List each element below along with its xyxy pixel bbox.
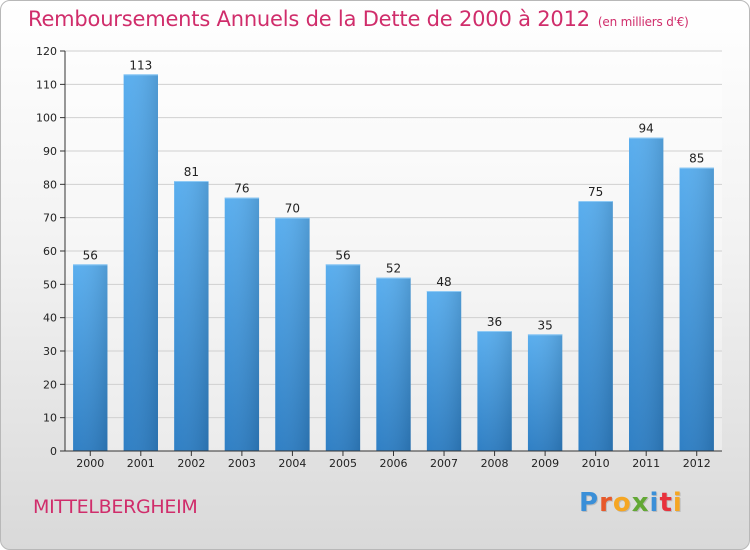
y-tick-label: 110 (36, 78, 57, 91)
bar-group (578, 201, 613, 451)
data-label: 52 (386, 262, 401, 276)
bar-group (376, 277, 411, 451)
logo-letter: P (579, 488, 600, 518)
x-tick-label: 2008 (481, 457, 509, 470)
bar-shade (123, 74, 158, 451)
bar-shade (426, 291, 462, 451)
bar-shade (224, 197, 260, 451)
data-label: 48 (436, 275, 451, 289)
logo-letter: o (612, 488, 632, 518)
data-label: 56 (335, 248, 350, 262)
x-tick-label: 2011 (632, 457, 660, 470)
x-tick-label: 2004 (278, 457, 306, 470)
y-tick-label: 40 (43, 312, 57, 325)
place-name: MITTELBERGHEIM (33, 496, 198, 518)
axis-layer: 0 10 20 30 40 50 60 70 80 90 100 110 120 56 2000 113 200… (36, 45, 722, 470)
data-label: 113 (129, 58, 152, 72)
data-label: 75 (588, 185, 603, 199)
logo-letter: x (631, 488, 650, 518)
data-label: 36 (487, 315, 502, 329)
bar-shade (325, 264, 361, 451)
bar-group (426, 291, 462, 451)
x-tick-label: 2000 (76, 457, 104, 470)
bar-shade (629, 137, 664, 451)
proxiti-logo: Proxiti (579, 488, 683, 518)
x-tick-label: 2012 (683, 457, 711, 470)
bar-group (477, 331, 512, 451)
logo-letter: i (649, 488, 660, 518)
bar-group (527, 334, 563, 451)
logo-letter: t (659, 488, 673, 518)
x-tick-label: 2009 (531, 457, 559, 470)
bar-shade (477, 331, 512, 451)
y-tick-label: 30 (43, 345, 57, 358)
bar-group (325, 264, 361, 451)
data-label: 81 (184, 165, 199, 179)
y-tick-label: 80 (43, 178, 57, 191)
x-tick-label: 2005 (329, 457, 357, 470)
bar-shade (376, 277, 411, 451)
data-label: 76 (234, 182, 249, 196)
bar-group (629, 137, 664, 451)
bar-layer (73, 74, 714, 451)
y-tick-label: 100 (36, 112, 57, 125)
x-tick-label: 2001 (127, 457, 155, 470)
bar-shade (578, 201, 613, 451)
x-tick-label: 2006 (380, 457, 408, 470)
chart-title: Remboursements Annuels de la Dette de 20… (28, 7, 689, 31)
bar-shade (275, 217, 310, 451)
data-label: 85 (689, 152, 704, 166)
logo-letter: r (599, 488, 613, 518)
bar-group (174, 181, 209, 451)
bar-shade (679, 167, 714, 451)
x-tick-label: 2003 (228, 457, 256, 470)
bar-shade (527, 334, 563, 451)
logo-letter: i (672, 488, 683, 518)
chart-title-text: Remboursements Annuels de la Dette de 20… (28, 7, 590, 31)
data-label: 94 (639, 122, 654, 136)
y-tick-label: 0 (50, 445, 57, 458)
y-tick-label: 90 (43, 145, 57, 158)
data-label: 70 (285, 202, 300, 216)
bar-group (679, 167, 714, 451)
bar-group (224, 197, 260, 451)
bar-group (275, 217, 310, 451)
bar-group (123, 74, 158, 451)
y-tick-label: 50 (43, 278, 57, 291)
data-label: 56 (83, 248, 98, 262)
bar-group (73, 264, 108, 451)
x-tick-label: 2010 (582, 457, 610, 470)
y-tick-label: 70 (43, 212, 57, 225)
y-tick-label: 60 (43, 245, 57, 258)
x-tick-label: 2007 (430, 457, 458, 470)
y-tick-label: 10 (43, 412, 57, 425)
y-tick-label: 120 (36, 45, 57, 58)
data-label: 35 (537, 318, 552, 332)
x-tick-label: 2002 (177, 457, 205, 470)
bar-shade (73, 264, 108, 451)
y-tick-label: 20 (43, 378, 57, 391)
unit-note: (en milliers d'€) (597, 15, 689, 29)
bar-shade (174, 181, 209, 451)
